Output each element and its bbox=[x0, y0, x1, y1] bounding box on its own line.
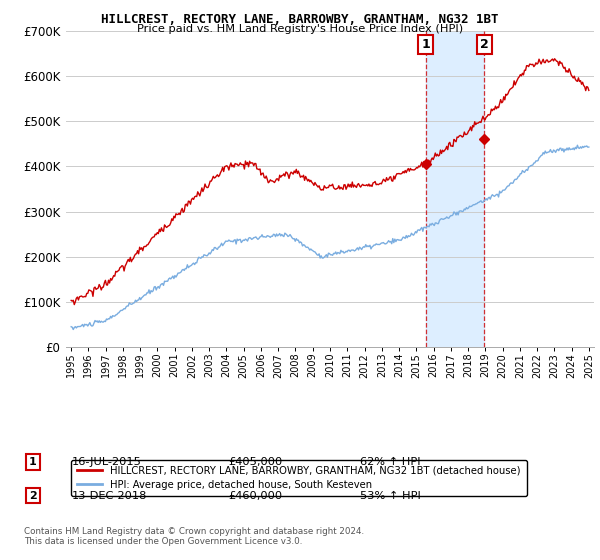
Text: Contains HM Land Registry data © Crown copyright and database right 2024.
This d: Contains HM Land Registry data © Crown c… bbox=[24, 526, 364, 546]
Text: 13-DEC-2018: 13-DEC-2018 bbox=[72, 491, 148, 501]
Legend: HILLCREST, RECTORY LANE, BARROWBY, GRANTHAM, NG32 1BT (detached house), HPI: Ave: HILLCREST, RECTORY LANE, BARROWBY, GRANT… bbox=[71, 460, 527, 496]
Text: 62% ↑ HPI: 62% ↑ HPI bbox=[360, 457, 421, 467]
Bar bbox=[425, 31, 484, 347]
Text: £460,000: £460,000 bbox=[228, 491, 282, 501]
Text: HILLCREST, RECTORY LANE, BARROWBY, GRANTHAM, NG32 1BT: HILLCREST, RECTORY LANE, BARROWBY, GRANT… bbox=[101, 13, 499, 26]
Text: £405,000: £405,000 bbox=[228, 457, 282, 467]
Text: 16-JUL-2015: 16-JUL-2015 bbox=[72, 457, 142, 467]
Text: 53% ↑ HPI: 53% ↑ HPI bbox=[360, 491, 421, 501]
Text: 1: 1 bbox=[29, 457, 37, 467]
Text: 1: 1 bbox=[421, 38, 430, 51]
Text: 2: 2 bbox=[29, 491, 37, 501]
Text: Price paid vs. HM Land Registry's House Price Index (HPI): Price paid vs. HM Land Registry's House … bbox=[137, 24, 463, 34]
Text: 2: 2 bbox=[480, 38, 489, 51]
